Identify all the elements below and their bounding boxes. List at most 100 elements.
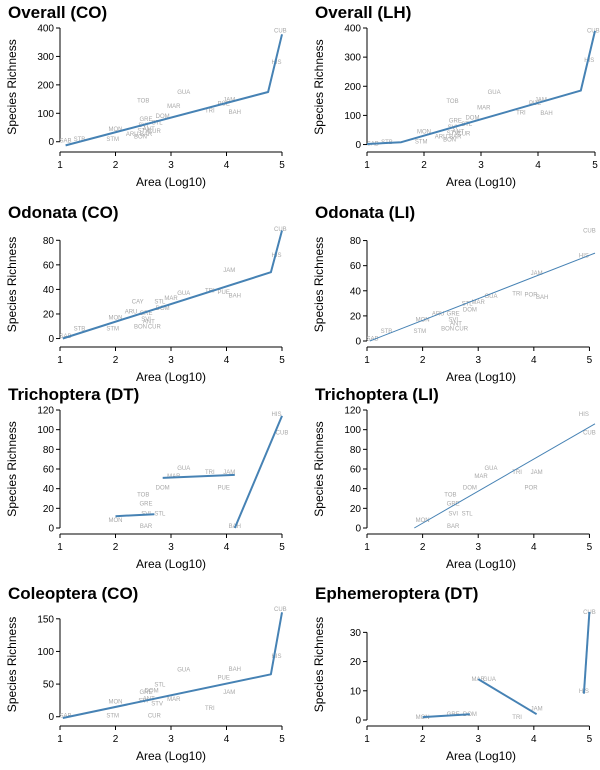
x-tick-label: 4 bbox=[224, 734, 230, 745]
point-label-sab: SAB bbox=[60, 138, 72, 144]
point-label-bah: BAH bbox=[229, 110, 241, 116]
point-label-dom: DOM bbox=[156, 486, 170, 492]
y-tick-label: 400 bbox=[344, 24, 361, 35]
point-label-bon: BON bbox=[441, 326, 454, 332]
y-tick-label: 40 bbox=[43, 484, 55, 495]
x-tick-label: 2 bbox=[421, 160, 427, 171]
x-tick-label: 2 bbox=[113, 160, 119, 171]
point-label-tri: TRI bbox=[512, 291, 522, 297]
fit-line bbox=[65, 34, 283, 147]
point-label-gua: GUA bbox=[485, 294, 498, 300]
x-tick-label: 5 bbox=[587, 542, 593, 553]
point-label-svi: SVI bbox=[448, 318, 458, 324]
y-tick-label: 20 bbox=[43, 309, 55, 320]
point-label-his: HIS bbox=[584, 58, 594, 64]
x-tick-label: 3 bbox=[475, 542, 481, 553]
y-tick-label: 80 bbox=[43, 445, 55, 456]
point-label-jam: JAM bbox=[535, 97, 547, 103]
x-tick-label: 1 bbox=[57, 355, 63, 366]
point-label-mar: MAR bbox=[472, 300, 486, 306]
x-tick-label: 4 bbox=[535, 160, 541, 171]
x-tick-label: 4 bbox=[531, 355, 537, 366]
point-label-por: POR bbox=[525, 293, 539, 299]
fit-line bbox=[366, 30, 596, 145]
y-tick-label: 150 bbox=[37, 614, 54, 625]
y-tick-label: 100 bbox=[344, 425, 361, 436]
point-label-gua: GUA bbox=[177, 466, 190, 472]
chart-panel-5: Trichoptera (DT) 0 20 40 60 80 100 120 1 2 3 4 5 Area… bbox=[5, 385, 288, 571]
x-tick-label: 4 bbox=[531, 734, 537, 745]
point-label-jam: JAM bbox=[223, 470, 235, 476]
x-tick-label: 4 bbox=[531, 542, 537, 553]
y-axis-title: Species Richness bbox=[312, 39, 326, 134]
point-label-cub: CUB bbox=[276, 431, 289, 437]
chart-panel-6: Trichoptera (LI) 0 20 40 60 80 100 120 1 2 3 4 5 Area… bbox=[312, 385, 596, 571]
point-label-stb: STB bbox=[381, 329, 393, 335]
x-tick-label: 1 bbox=[364, 734, 370, 745]
x-tick-label: 1 bbox=[57, 734, 63, 745]
x-tick-label: 5 bbox=[279, 355, 285, 366]
y-tick-label: 100 bbox=[37, 425, 54, 436]
x-tick-label: 3 bbox=[168, 160, 174, 171]
y-tick-label: 80 bbox=[350, 236, 362, 247]
point-label-his: HIS bbox=[271, 654, 281, 660]
point-label-jam: JAM bbox=[223, 268, 235, 274]
point-label-mon: MON bbox=[417, 129, 431, 135]
x-tick-label: 2 bbox=[420, 355, 426, 366]
y-tick-label: 80 bbox=[350, 445, 362, 456]
point-label-gre: GRE bbox=[140, 690, 153, 696]
point-label-gua: GUA bbox=[488, 90, 501, 96]
y-tick-label: 0 bbox=[48, 712, 54, 723]
chart-title: Overall (CO) bbox=[8, 3, 107, 22]
x-tick-label: 2 bbox=[420, 542, 426, 553]
point-label-cur: CUR bbox=[455, 326, 469, 332]
y-tick-label: 400 bbox=[37, 24, 54, 35]
point-label-bar: BAR bbox=[449, 134, 462, 140]
point-label-svi: SVI bbox=[141, 317, 151, 323]
point-label-jam: JAM bbox=[531, 706, 543, 712]
point-label-dom: DOM bbox=[156, 306, 170, 312]
chart-title: Odonata (CO) bbox=[8, 203, 119, 222]
x-tick-label: 2 bbox=[420, 734, 426, 745]
y-tick-label: 0 bbox=[355, 140, 361, 151]
point-label-stl: STL bbox=[154, 511, 166, 517]
point-label-mar: MAR bbox=[167, 697, 181, 703]
x-tick-label: 2 bbox=[113, 734, 119, 745]
x-axis-title: Area (Log10) bbox=[136, 370, 206, 384]
point-label-aru: ARU bbox=[435, 134, 448, 140]
y-axis-title: Species Richness bbox=[312, 617, 326, 712]
point-label-jam: JAM bbox=[531, 470, 543, 476]
y-tick-label: 120 bbox=[344, 406, 361, 417]
point-label-pue: PUE bbox=[218, 290, 230, 296]
point-label-bah: BAH bbox=[229, 667, 241, 673]
y-tick-label: 80 bbox=[43, 236, 55, 247]
point-label-bar: BAR bbox=[140, 524, 153, 530]
point-label-stb: STB bbox=[74, 137, 86, 143]
chart-panel-2: Overall (LH) 0 100 200 300 400 1 2 3 4 5 Area (Log1… bbox=[312, 3, 600, 189]
point-label-ant: ANT bbox=[450, 321, 462, 327]
x-tick-label: 1 bbox=[364, 542, 370, 553]
point-label-gre: GRE bbox=[449, 119, 462, 125]
point-label-gua: GUA bbox=[483, 677, 496, 683]
point-label-mar: MAR bbox=[167, 104, 181, 110]
y-axis-title: Species Richness bbox=[5, 421, 19, 516]
x-tick-label: 1 bbox=[364, 355, 370, 366]
point-label-jam: JAM bbox=[531, 271, 543, 277]
point-label-stl: STL bbox=[154, 683, 166, 689]
chart-panel-8: Ephemeroptera (DT) 0 10 20 30 1 2 3 4 5 Area (Log1… bbox=[312, 584, 596, 763]
y-tick-label: 300 bbox=[344, 53, 361, 64]
point-label-his: HIS bbox=[271, 412, 281, 418]
x-tick-label: 4 bbox=[224, 355, 230, 366]
point-label-his: HIS bbox=[271, 60, 281, 66]
y-tick-label: 20 bbox=[350, 311, 362, 322]
point-label-pue: PUE bbox=[218, 676, 230, 682]
point-label-jam: JAM bbox=[223, 98, 235, 104]
point-label-cub: CUB bbox=[274, 28, 287, 34]
point-label-gua: GUA bbox=[177, 291, 190, 297]
point-label-tob: TOB bbox=[137, 493, 149, 499]
point-label-stm: STM bbox=[106, 327, 119, 333]
y-axis-title: Species Richness bbox=[5, 39, 19, 134]
y-tick-label: 0 bbox=[48, 524, 54, 535]
point-label-cur: CUR bbox=[148, 129, 162, 135]
y-tick-label: 0 bbox=[355, 524, 361, 535]
